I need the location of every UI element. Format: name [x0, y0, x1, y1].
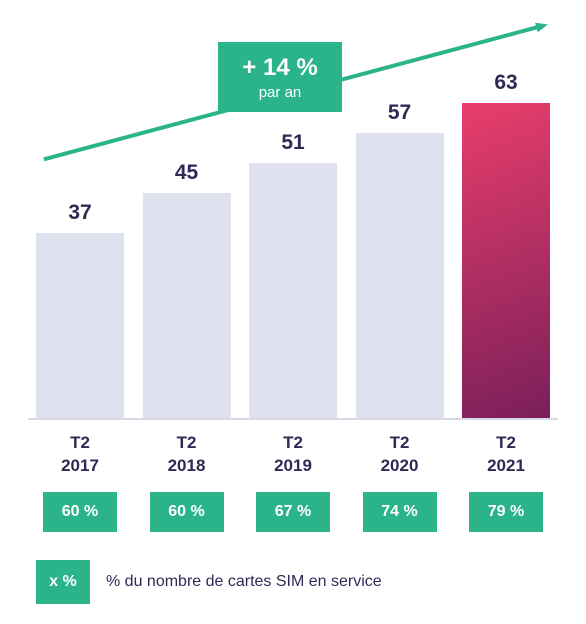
x-axis-labels: T22017 T22018 T22019 T22020 T22021 [28, 420, 558, 478]
bar-rect [143, 193, 231, 418]
bar-value-label: 51 [281, 131, 304, 155]
bar-column: 57 [356, 101, 444, 418]
percentage-cell-wrap: 60 % [36, 492, 124, 532]
percentage-box: 60 % [43, 492, 117, 532]
percentage-box: 67 % [256, 492, 330, 532]
bar-column: 51 [249, 131, 337, 418]
x-axis-label: T22018 [143, 432, 231, 478]
x-axis-label: T22021 [462, 432, 550, 478]
bar-rect [356, 133, 444, 418]
growth-badge-main: + 14 % [242, 54, 317, 82]
growth-badge: + 14 % par an [218, 42, 342, 112]
bar-value-label: 37 [68, 201, 91, 225]
bar-rect [36, 233, 124, 418]
x-axis-label: T22017 [36, 432, 124, 478]
percentage-box: 74 % [363, 492, 437, 532]
bar-column: 45 [143, 161, 231, 418]
bar-value-label: 45 [175, 161, 198, 185]
percentage-row: 60 % 60 % 67 % 74 % 79 % [28, 478, 558, 532]
percentage-cell-wrap: 74 % [356, 492, 444, 532]
legend-swatch: x % [36, 560, 90, 604]
bar-value-label: 57 [388, 101, 411, 125]
percentage-cell-wrap: 67 % [249, 492, 337, 532]
plot-area: 37 45 51 57 63 + 14 % par an [28, 20, 558, 420]
legend-swatch-text: x % [49, 573, 77, 591]
x-axis-label: T22020 [356, 432, 444, 478]
bar-column: 37 [36, 201, 124, 418]
bar-rect [462, 103, 550, 418]
bar-rect [249, 163, 337, 418]
legend-label: % du nombre de cartes SIM en service [106, 573, 382, 591]
x-axis-label: T22019 [249, 432, 337, 478]
percentage-box: 79 % [469, 492, 543, 532]
bar-chart: 3745515763 + 14 % par an T22017T22018T22… [0, 0, 586, 624]
bar-column: 63 [462, 71, 550, 418]
percentage-box: 60 % [150, 492, 224, 532]
bar-value-label: 63 [494, 71, 517, 95]
percentage-cell-wrap: 79 % [462, 492, 550, 532]
growth-badge-sub: par an [259, 84, 302, 101]
legend: x % % du nombre de cartes SIM en service [28, 560, 558, 604]
percentage-cell-wrap: 60 % [143, 492, 231, 532]
